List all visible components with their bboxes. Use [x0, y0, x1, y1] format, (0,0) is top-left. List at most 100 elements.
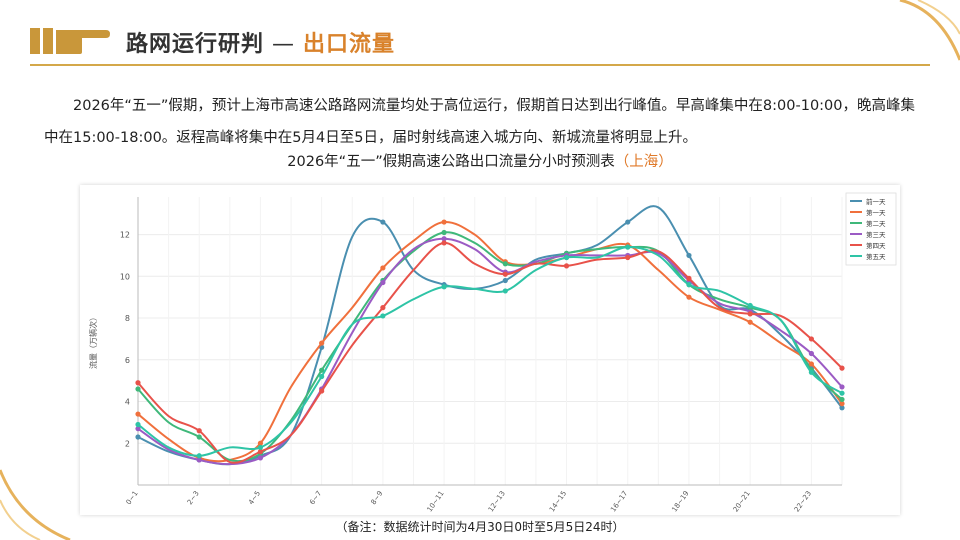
y-tick-label: 12: [120, 231, 130, 240]
x-tick-label: 22~23: [793, 490, 813, 514]
page-title: 路网运行研判 — 出口流量: [126, 26, 395, 58]
data-point: [380, 279, 386, 286]
y-tick-label: 2: [125, 439, 130, 448]
data-point: [808, 361, 814, 367]
legend-label: 第三天: [866, 230, 886, 239]
series-line: [137, 221, 843, 463]
data-point: [441, 236, 447, 242]
data-point: [686, 294, 692, 300]
footnote: （备注：数据统计时间为4月30日0时至5月5日24时）: [335, 520, 625, 534]
line-chart: 2 4 6 8 10 12 0~1 2~3 4~5 6~7 8~9 10~11 12~13 14~15 16…: [88, 192, 897, 514]
data-point: [502, 277, 508, 284]
data-point: [502, 271, 508, 277]
chart-title-accent: （上海）: [614, 154, 673, 170]
chart-title: 2026年“五一”假期高速公路出口流量分小时预测表（上海）: [0, 150, 960, 171]
data-point: [502, 261, 508, 267]
data-point: [747, 311, 753, 317]
data-point: [839, 396, 845, 403]
series-line: [137, 241, 843, 464]
title-separator: —: [272, 32, 296, 57]
data-point: [441, 240, 447, 246]
series-line: [137, 205, 843, 466]
y-tick-label: 6: [125, 356, 130, 365]
data-point: [135, 421, 141, 428]
data-point: [502, 288, 508, 294]
y-tick-label: 4: [125, 398, 130, 407]
data-point: [319, 367, 325, 373]
x-tick-label: 6~7: [308, 490, 323, 507]
data-point: [135, 380, 141, 386]
corner-decoration-top-right: [899, 0, 960, 61]
data-point: [441, 219, 447, 225]
data-point: [319, 388, 325, 394]
data-point: [625, 244, 631, 250]
legend-label: 第一天: [866, 208, 886, 217]
title-accent: 出口流量: [303, 32, 396, 57]
data-point: [686, 275, 692, 281]
data-point: [839, 384, 845, 390]
data-point: [380, 265, 386, 271]
x-tick-label: 14~15: [548, 490, 568, 514]
data-point: [808, 336, 814, 342]
data-point: [563, 254, 570, 261]
data-point: [747, 302, 753, 309]
data-point: [839, 401, 845, 407]
data-point: [380, 219, 386, 225]
y-tick-label: 8: [125, 314, 130, 323]
data-point: [625, 219, 631, 225]
x-tick-label: 10~11: [426, 490, 446, 514]
data-point: [196, 453, 202, 459]
series-line: [137, 237, 843, 466]
data-point: [319, 373, 325, 380]
data-point: [135, 426, 141, 432]
data-point: [839, 365, 845, 371]
summary-paragraph: 2026年“五一”假期，预计上海市高速公路路网流量均处于高位运行，假期首日达到出…: [44, 98, 916, 146]
data-point: [196, 457, 202, 463]
data-point: [135, 434, 141, 440]
x-tick-label: 8~9: [369, 490, 384, 507]
data-point: [257, 440, 264, 446]
data-point: [257, 455, 264, 461]
x-tick-label: 0~1: [125, 490, 140, 507]
x-tick-label: 12~13: [487, 490, 507, 514]
data-point: [135, 386, 141, 392]
data-point: [135, 411, 141, 417]
series-line: [137, 246, 843, 457]
legend-box: [845, 192, 897, 266]
data-point: [747, 319, 753, 325]
data-point: [808, 350, 814, 357]
data-point: [196, 434, 202, 440]
y-tick-label: 10: [120, 272, 130, 281]
data-point: [441, 284, 447, 290]
data-point: [196, 428, 202, 434]
legend-label: 第五天: [866, 252, 886, 261]
data-point: [380, 305, 386, 311]
data-point: [839, 390, 845, 396]
data-point: [839, 405, 845, 411]
x-tick-label: 2~3: [186, 490, 201, 507]
pointing-hand-icon: [30, 28, 110, 54]
y-axis-label: 流量（万辆次）: [88, 313, 98, 369]
data-point: [686, 252, 692, 259]
title-main: 路网运行研判: [126, 32, 265, 57]
data-point: [563, 263, 570, 269]
data-point: [441, 229, 447, 236]
x-tick-label: 20~21: [732, 490, 752, 514]
legend-label: 第二天: [866, 219, 886, 228]
legend-label: 第四天: [866, 241, 886, 250]
data-point: [380, 313, 386, 319]
data-point: [686, 282, 692, 288]
chart-container: 2 4 6 8 10 12 0~1 2~3 4~5 6~7 8~9 10~11 12~13 14~15 16…: [80, 185, 900, 515]
data-point: [625, 254, 631, 261]
legend-label: 前一天: [866, 197, 886, 206]
header-rule: [30, 64, 930, 66]
series-line: [137, 231, 843, 463]
data-point: [257, 449, 264, 455]
x-tick-label: 4~5: [247, 490, 262, 507]
header: 路网运行研判 — 出口流量: [30, 22, 930, 62]
chart-title-main: 2026年“五一”假期高速公路出口流量分小时预测表: [287, 154, 615, 170]
corner-decoration-bottom-left: [0, 469, 71, 540]
x-tick-label: 18~19: [670, 490, 690, 514]
data-point: [808, 369, 814, 375]
x-tick-label: 16~17: [609, 490, 629, 514]
